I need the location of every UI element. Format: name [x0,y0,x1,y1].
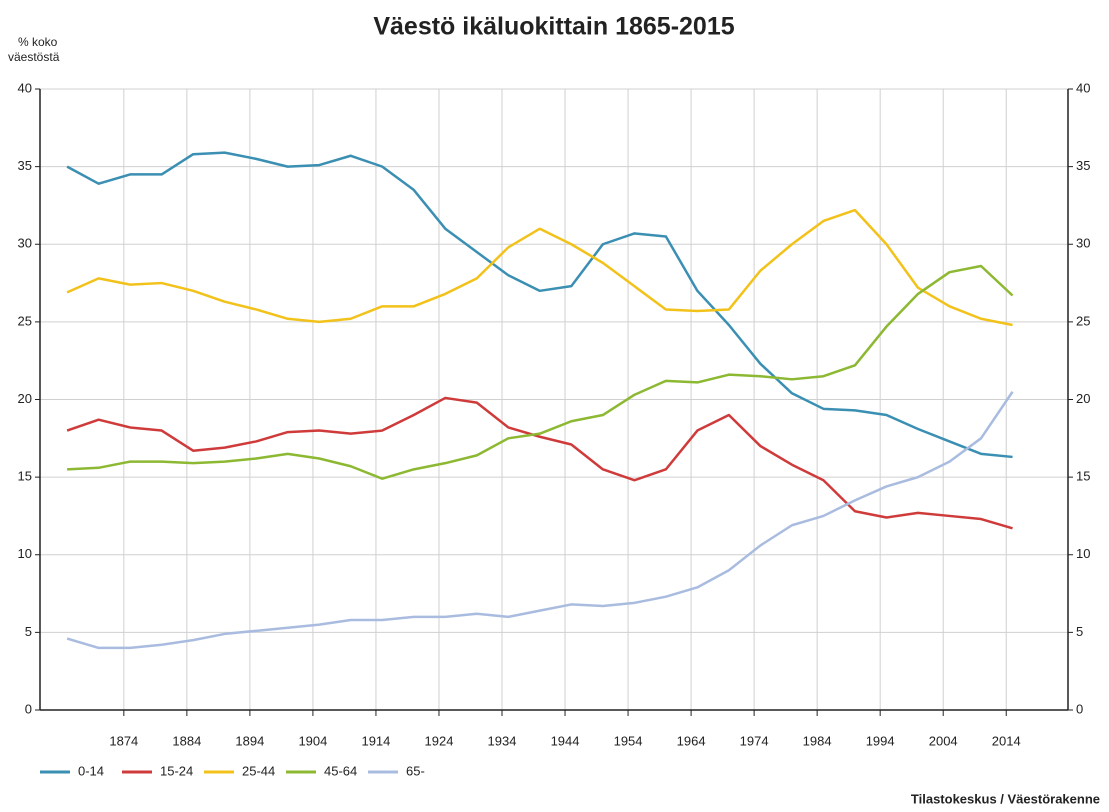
x-tick-label: 1874 [109,733,138,748]
series-line [66,151,1013,459]
y-axis-label: % koko [18,35,58,49]
y2-tick-label: 15 [1076,469,1090,484]
y2-tick-label: 30 [1076,236,1090,251]
y-tick-label: 30 [18,236,32,251]
y-tick-label: 35 [18,158,32,173]
x-tick-label: 1904 [298,733,327,748]
legend-label: 15-24 [160,763,193,778]
x-tick-label: 1944 [551,733,580,748]
y2-tick-label: 35 [1076,158,1090,173]
y2-tick-label: 0 [1076,701,1083,716]
y-tick-label: 25 [18,313,32,328]
y2-tick-label: 40 [1076,80,1090,95]
y2-tick-label: 5 [1076,624,1083,639]
x-tick-label: 1914 [361,733,390,748]
source: Tilastokeskus / Väestörakenne [911,791,1100,806]
y-tick-label: 40 [18,80,32,95]
x-tick-label: 1964 [677,733,706,748]
y-tick-label: 20 [18,391,32,406]
series-line [66,208,1013,327]
y-tick-label: 15 [18,469,32,484]
y-tick-label: 10 [18,546,32,561]
legend-label: 45-64 [324,763,357,778]
legend-label: 65- [406,763,425,778]
x-tick-label: 1994 [866,733,895,748]
y-axis-label: väestöstä [8,50,60,64]
legend-label: 0-14 [78,763,104,778]
series-line [66,396,1013,530]
x-tick-label: 1924 [425,733,454,748]
x-tick-label: 1984 [803,733,832,748]
x-tick-label: 1884 [172,733,201,748]
series-line [67,264,1014,480]
legend-label: 25-44 [242,763,275,778]
x-tick-label: 1894 [235,733,264,748]
y2-tick-label: 20 [1076,391,1090,406]
x-tick-label: 1974 [740,733,769,748]
y2-tick-label: 10 [1076,546,1090,561]
x-tick-label: 1954 [614,733,643,748]
x-tick-label: 2014 [992,733,1021,748]
y2-tick-label: 25 [1076,313,1090,328]
y-tick-label: 0 [25,701,32,716]
series-line [66,391,1014,650]
y-tick-label: 5 [25,624,32,639]
x-tick-label: 1934 [488,733,517,748]
x-tick-label: 2004 [929,733,958,748]
chart-title: Väestö ikäluokittain 1865-2015 [373,13,734,41]
